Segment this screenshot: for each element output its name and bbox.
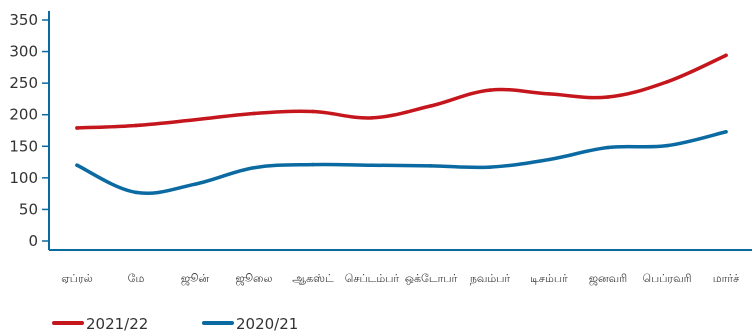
data-point [370,116,374,120]
x-tick-label: நவம்பர் [470,272,511,285]
data-point [429,164,433,168]
x-tick-label: மார்ச் [713,272,739,285]
y-tick-label: 100 [9,169,38,187]
x-tick-label: ஏப்ரல் [61,272,93,285]
data-point [606,95,610,99]
y-tick-group: 0 50 100 150 200 250 300 350 [9,11,49,250]
data-point [134,123,138,128]
data-point [252,111,256,116]
data-point [488,88,492,92]
data-point [193,182,197,186]
data-point [665,80,669,84]
legend-label: 2021/22 [86,315,148,333]
data-point [370,163,374,168]
series-group [75,53,728,195]
x-tick-label: ஜூலை [235,272,272,286]
y-tick-label: 250 [9,74,38,92]
x-tick-label: ஆகஸ்ட் [292,272,334,285]
data-point [488,165,492,169]
data-point [429,104,433,108]
legend: 2021/22 2020/21 [52,315,298,333]
y-tick-label: 0 [28,232,38,250]
data-point [193,117,197,122]
data-point [311,162,315,167]
data-point [665,143,669,148]
data-point [606,145,610,150]
y-tick-label: 200 [9,106,38,124]
y-tick-label: 350 [9,11,38,29]
x-tick-label: ஒக்டோபர் [405,272,458,285]
series-line-0 [75,53,728,130]
x-tick-label: ஜனவரி [589,272,627,286]
data-point [75,163,79,168]
x-tick-label: மே [128,272,145,285]
data-point [547,92,551,96]
x-tick-label: ஜூன் [181,272,210,286]
data-point [311,109,315,114]
series-line-1 [75,130,728,195]
x-tick-group: ஏப்ரல் மே ஜூன் ஜூலை ஆகஸ்ட் செப்டம்பர் ஒக்டோபர்… [61,272,739,286]
x-tick-label: டிசம்பர் [530,272,568,285]
x-tick-label: செப்டம்பர் [345,272,400,285]
data-point [134,190,138,195]
x-tick-label: பெப்ரவரி [642,272,691,285]
data-point [724,129,728,134]
legend-label: 2020/21 [236,315,298,333]
data-point [724,53,728,58]
data-point [75,126,79,130]
data-point [547,157,551,162]
data-point [252,165,256,170]
y-tick-label: 150 [9,137,38,155]
y-tick-label: 300 [9,43,38,61]
y-tick-label: 50 [19,200,38,218]
